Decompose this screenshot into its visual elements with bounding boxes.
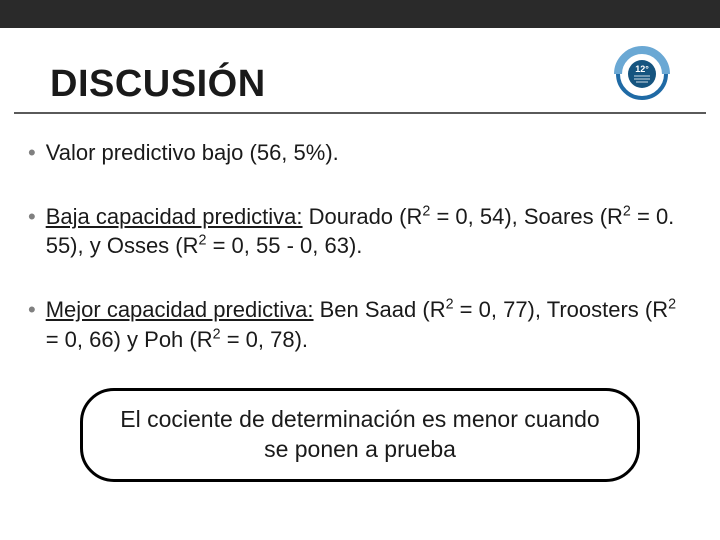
content-area: • Valor predictivo bajo (56, 5%). • Baja… (0, 114, 720, 482)
bullet-2-text: Baja capacidad predictiva: Dourado (R2 =… (46, 202, 692, 261)
bullet-3-lead: Mejor capacidad predictiva: (46, 297, 314, 322)
logo-text: 12° (635, 64, 649, 74)
top-dark-band (0, 0, 720, 28)
page-title: DISCUSIÓN (50, 63, 266, 106)
callout-box: El cociente de determinación es menor cu… (80, 388, 640, 482)
bullet-3-text: Mejor capacidad predictiva: Ben Saad (R2… (46, 295, 692, 354)
event-logo: 12° (614, 46, 670, 102)
bullet-dot-icon: • (28, 202, 36, 232)
bullet-3: • Mejor capacidad predictiva: Ben Saad (… (28, 295, 692, 354)
bullet-1-text: Valor predictivo bajo (56, 5%). (46, 138, 692, 168)
callout-text: El cociente de determinación es menor cu… (120, 406, 599, 462)
bullet-dot-icon: • (28, 138, 36, 168)
bullet-dot-icon: • (28, 295, 36, 325)
bullet-1: • Valor predictivo bajo (56, 5%). (28, 138, 692, 168)
title-row: DISCUSIÓN 12° (14, 28, 706, 114)
bullet-2: • Baja capacidad predictiva: Dourado (R2… (28, 202, 692, 261)
bullet-2-lead: Baja capacidad predictiva: (46, 204, 303, 229)
